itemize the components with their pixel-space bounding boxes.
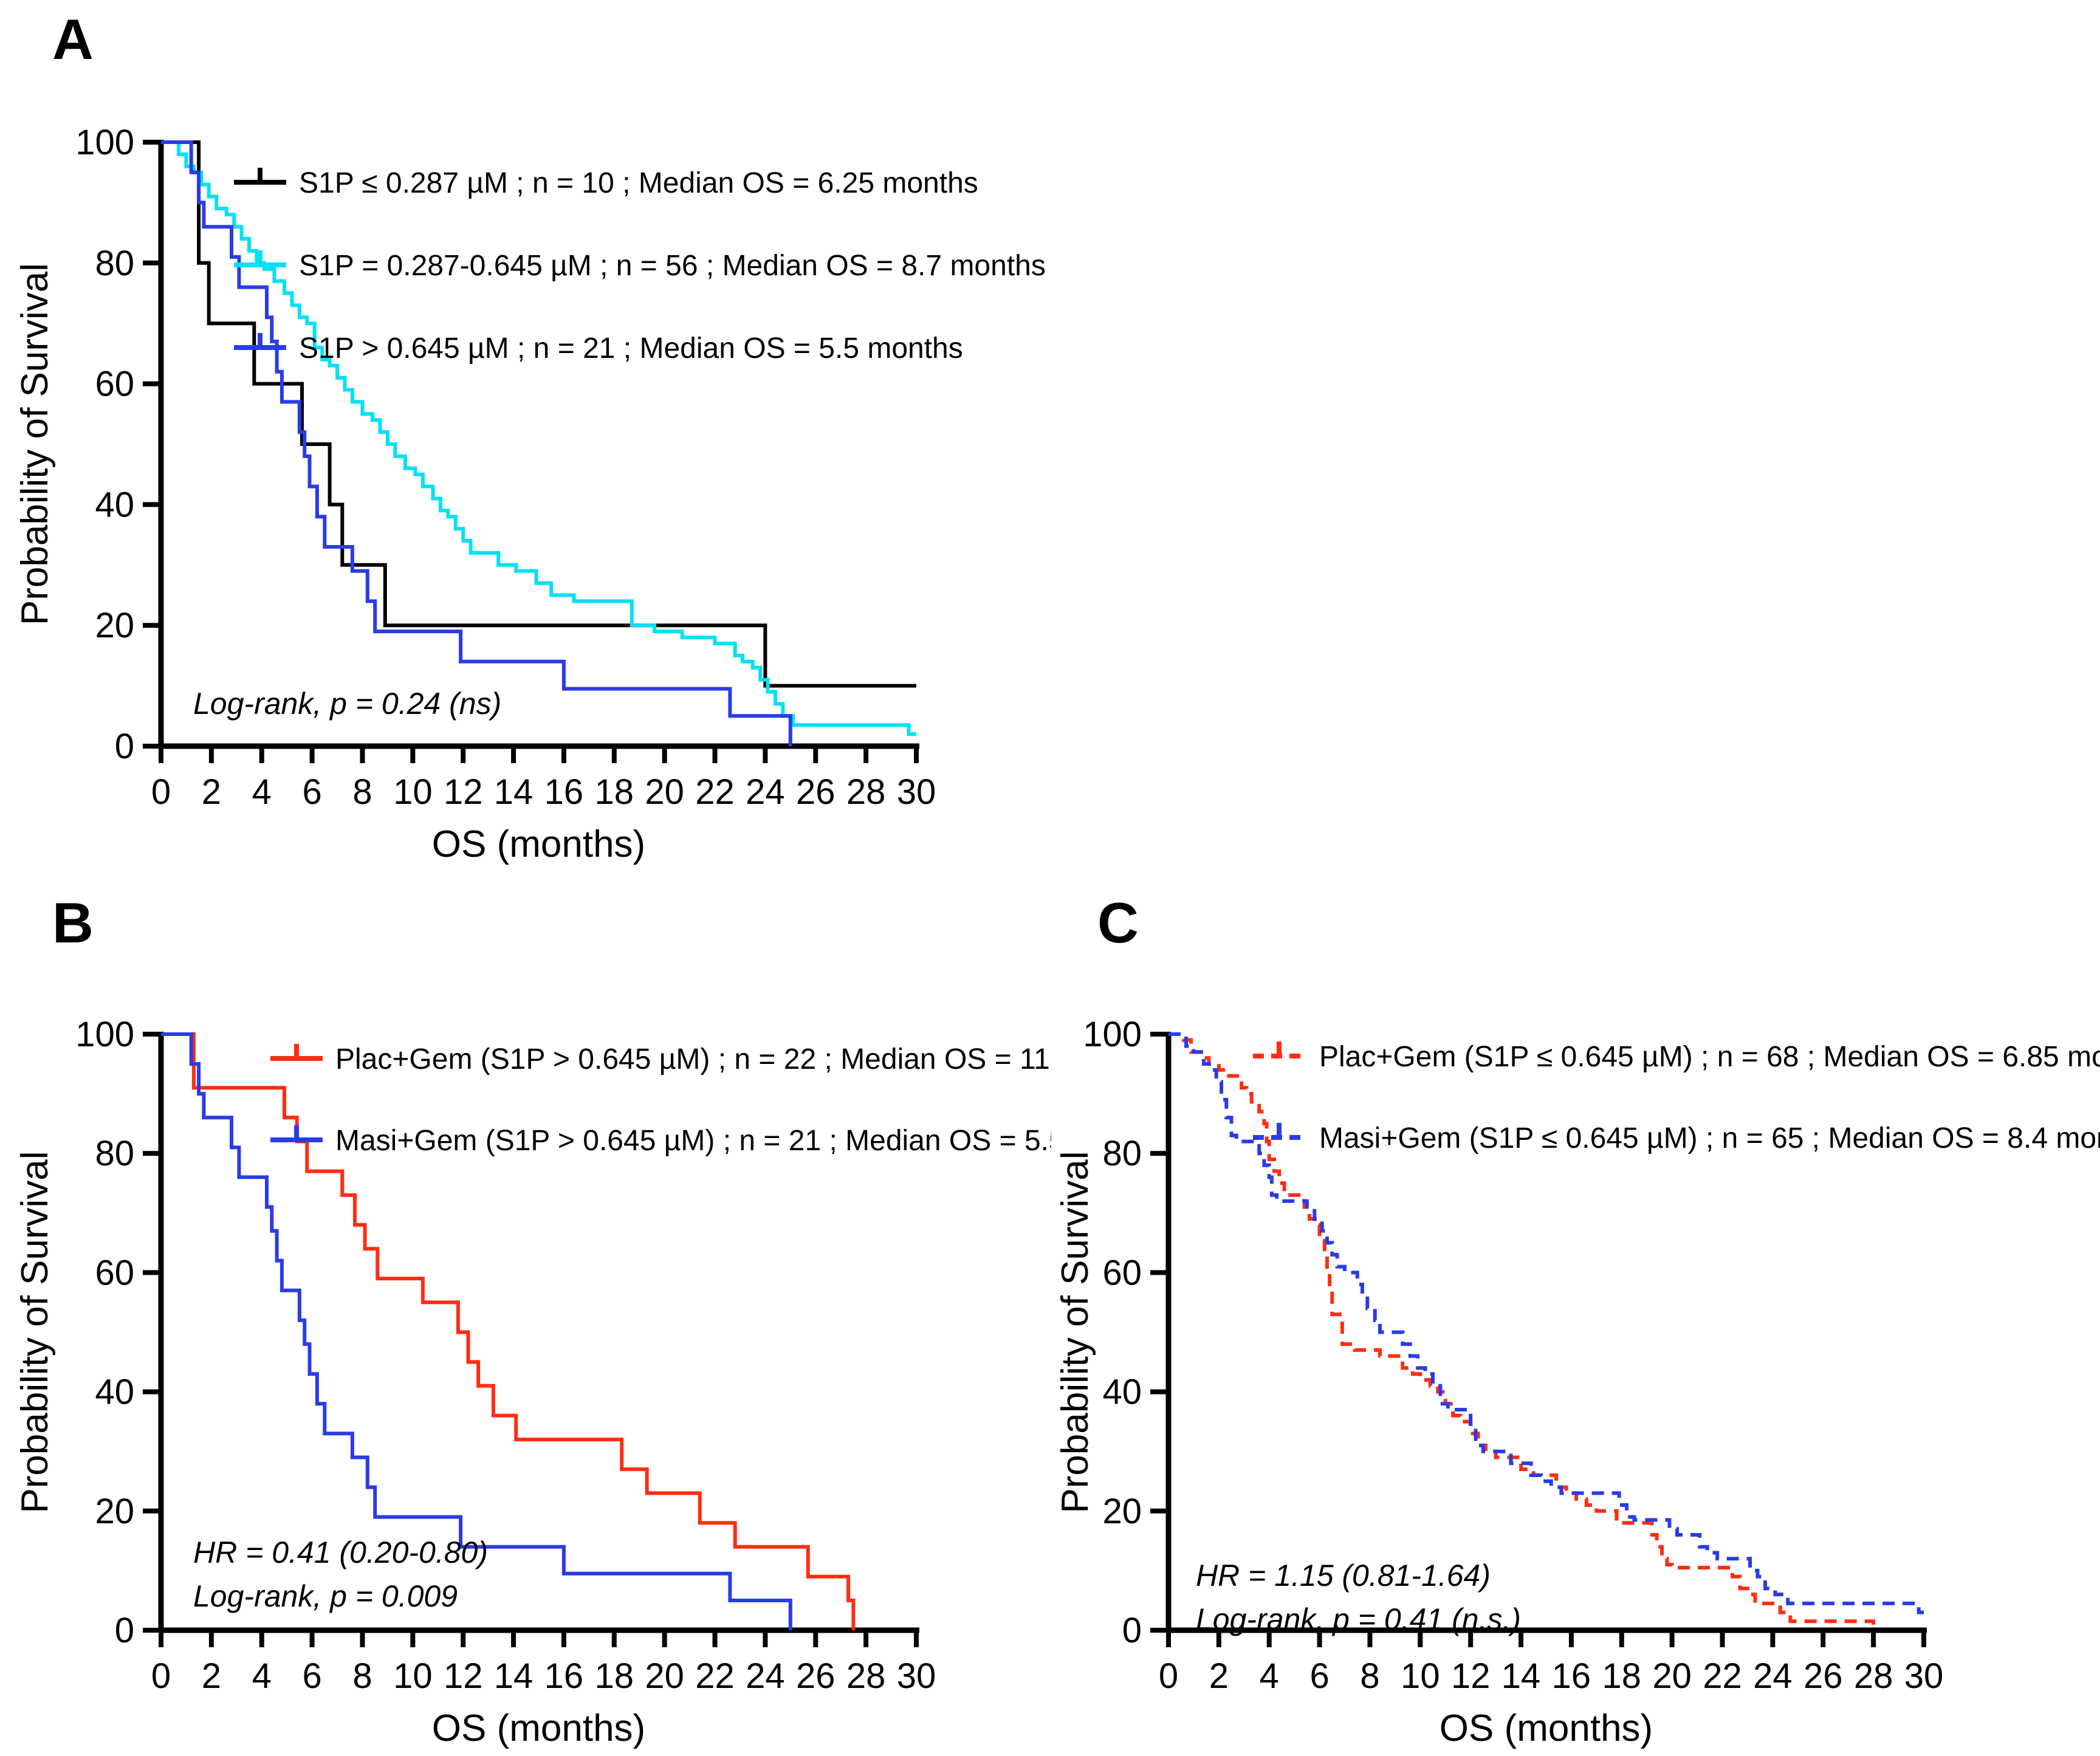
y-axis-title: Probability of Survival xyxy=(14,263,56,625)
x-tick-label: 8 xyxy=(1360,1656,1379,1696)
y-tick-label: 80 xyxy=(95,1134,134,1173)
x-tick-label: 6 xyxy=(1309,1656,1329,1696)
x-tick-label: 2 xyxy=(202,1656,221,1696)
x-tick-label: 22 xyxy=(695,772,735,812)
km-curve-3 xyxy=(161,140,792,746)
x-tick-label: 12 xyxy=(444,1656,483,1696)
x-tick-label: 8 xyxy=(352,1656,372,1696)
stats-line: Log-rank, p = 0.009 xyxy=(193,1579,458,1613)
x-tick-label: 24 xyxy=(1753,1656,1793,1696)
x-tick-label: 20 xyxy=(645,772,684,812)
x-tick-label: 16 xyxy=(544,772,584,812)
x-tick-label: 26 xyxy=(796,772,836,812)
legend-label: Plac+Gem (S1P > 0.645 µM) ; n = 22 ; Med… xyxy=(335,1043,1051,1075)
x-tick-label: 28 xyxy=(1854,1656,1893,1696)
legend-label: S1P > 0.645 µM ; n = 21 ; Median OS = 5.… xyxy=(299,332,963,365)
y-tick-label: 100 xyxy=(75,123,134,162)
x-tick-label: 2 xyxy=(1209,1656,1229,1696)
x-tick-label: 10 xyxy=(393,772,433,812)
x-tick-label: 26 xyxy=(796,1656,836,1696)
km-curve-2 xyxy=(161,140,916,736)
stats-line: Log-rank, p = 0.24 (ns) xyxy=(193,687,501,721)
x-tick-label: 12 xyxy=(444,772,483,812)
km-curve-1 xyxy=(1168,1032,1876,1630)
x-tick-label: 28 xyxy=(846,1656,886,1696)
x-tick-label: 30 xyxy=(1904,1656,1944,1696)
x-tick-label: 12 xyxy=(1451,1656,1491,1696)
stats-line: HR = 0.41 (0.20-0.80) xyxy=(193,1535,488,1569)
panel-a-survival-plot: 0 2 4 6 8 10 12 14 16 18 20 22 24 26 28 30 0 20 40 60 80 100 O… xyxy=(0,0,1051,887)
panel-a-label: A xyxy=(52,7,94,71)
y-tick-label: 0 xyxy=(115,1611,134,1650)
panel-a-chart: 0 2 4 6 8 10 12 14 16 18 20 22 24 26 28 30020406080100O… xyxy=(14,123,1046,865)
x-tick-label: 4 xyxy=(1260,1656,1279,1696)
y-tick-label: 40 xyxy=(1102,1373,1142,1412)
y-tick-label: 0 xyxy=(115,727,134,766)
stats-line: Log-rank, p = 0.41 (n.s.) xyxy=(1196,1602,1521,1636)
y-tick-label: 100 xyxy=(75,1015,134,1054)
x-tick-label: 26 xyxy=(1803,1656,1843,1696)
x-axis-title: OS (months) xyxy=(1439,1707,1653,1749)
x-tick-label: 18 xyxy=(595,772,634,812)
panel-c-label: C xyxy=(1097,891,1139,955)
km-curve-2 xyxy=(1168,1032,1924,1614)
y-tick-label: 60 xyxy=(95,1253,134,1292)
x-tick-label: 18 xyxy=(1602,1656,1642,1696)
x-tick-label: 28 xyxy=(846,772,886,812)
panel-b-survival-plot: 0 2 4 6 8 10 12 14 16 18 20 22 24 26 28 30 0 20 40 60 80 100 O… xyxy=(0,887,1194,1753)
x-tick-label: 0 xyxy=(151,772,171,812)
y-tick-label: 100 xyxy=(1083,1015,1142,1054)
x-tick-label: 30 xyxy=(897,1656,936,1696)
x-tick-label: 24 xyxy=(746,1656,785,1696)
stats-line: HR = 1.15 (0.81-1.64) xyxy=(1196,1559,1491,1593)
x-tick-label: 14 xyxy=(494,1656,534,1696)
x-axis-title: OS (months) xyxy=(432,1707,645,1749)
x-tick-label: 16 xyxy=(544,1656,584,1696)
y-tick-label: 20 xyxy=(95,606,134,645)
y-tick-label: 40 xyxy=(95,485,134,524)
y-tick-label: 80 xyxy=(1102,1134,1142,1173)
x-tick-label: 22 xyxy=(695,1656,735,1696)
x-tick-label: 22 xyxy=(1703,1656,1742,1696)
legend-label: S1P = 0.287-0.645 µM ; n = 56 ; Median O… xyxy=(299,250,1046,282)
y-tick-label: 20 xyxy=(1102,1492,1142,1531)
y-tick-label: 0 xyxy=(1122,1611,1142,1650)
x-tick-label: 6 xyxy=(302,1656,321,1696)
x-tick-label: 4 xyxy=(252,1656,272,1696)
y-axis-title: Probability of Survival xyxy=(1054,1151,1096,1513)
panel-c-survival-plot: 0 2 4 6 8 10 12 14 16 18 20 22 24 26 28 30 0 20 40 60 80 100 O… xyxy=(1049,887,2100,1753)
x-tick-label: 20 xyxy=(645,1656,684,1696)
legend-label: Plac+Gem (S1P ≤ 0.645 µM) ; n = 68 ; Med… xyxy=(1319,1041,2100,1073)
y-tick-label: 40 xyxy=(95,1373,134,1412)
x-tick-label: 0 xyxy=(151,1656,171,1696)
y-tick-label: 80 xyxy=(95,244,134,283)
legend-label: Masi+Gem (S1P > 0.645 µM) ; n = 21 ; Med… xyxy=(335,1125,1051,1157)
x-tick-label: 6 xyxy=(302,772,321,812)
x-tick-label: 20 xyxy=(1652,1656,1692,1696)
x-tick-label: 14 xyxy=(494,772,534,812)
x-tick-label: 14 xyxy=(1501,1656,1541,1696)
panel-b-chart: 0 2 4 6 8 10 12 14 16 18 20 22 24 26 28 30020406080100O… xyxy=(14,1015,1194,1749)
x-tick-label: 18 xyxy=(595,1656,634,1696)
km-curve-1 xyxy=(161,140,916,688)
y-tick-label: 20 xyxy=(95,1492,134,1531)
y-tick-label: 60 xyxy=(95,365,134,404)
x-tick-label: 30 xyxy=(897,772,936,812)
x-tick-label: 10 xyxy=(393,1656,433,1696)
x-tick-label: 2 xyxy=(202,772,221,812)
x-tick-label: 10 xyxy=(1401,1656,1440,1696)
x-tick-label: 24 xyxy=(746,772,785,812)
y-tick-label: 60 xyxy=(1102,1253,1142,1292)
x-tick-label: 16 xyxy=(1552,1656,1591,1696)
x-tick-label: 0 xyxy=(1159,1656,1178,1696)
x-axis-title: OS (months) xyxy=(432,823,645,865)
x-tick-label: 4 xyxy=(252,772,272,812)
km-curve-2 xyxy=(161,1032,792,1630)
legend-label: Masi+Gem (S1P ≤ 0.645 µM) ; n = 65 ; Med… xyxy=(1319,1122,2100,1154)
panel-c-chart: 0 2 4 6 8 10 12 14 16 18 20 22 24 26 28 30020406080100O… xyxy=(1054,1015,2100,1749)
panel-b-label: B xyxy=(52,891,94,955)
legend-label: S1P ≤ 0.287 µM ; n = 10 ; Median OS = 6.… xyxy=(299,167,978,199)
y-axis-title: Probability of Survival xyxy=(14,1151,56,1513)
x-tick-label: 8 xyxy=(352,772,372,812)
